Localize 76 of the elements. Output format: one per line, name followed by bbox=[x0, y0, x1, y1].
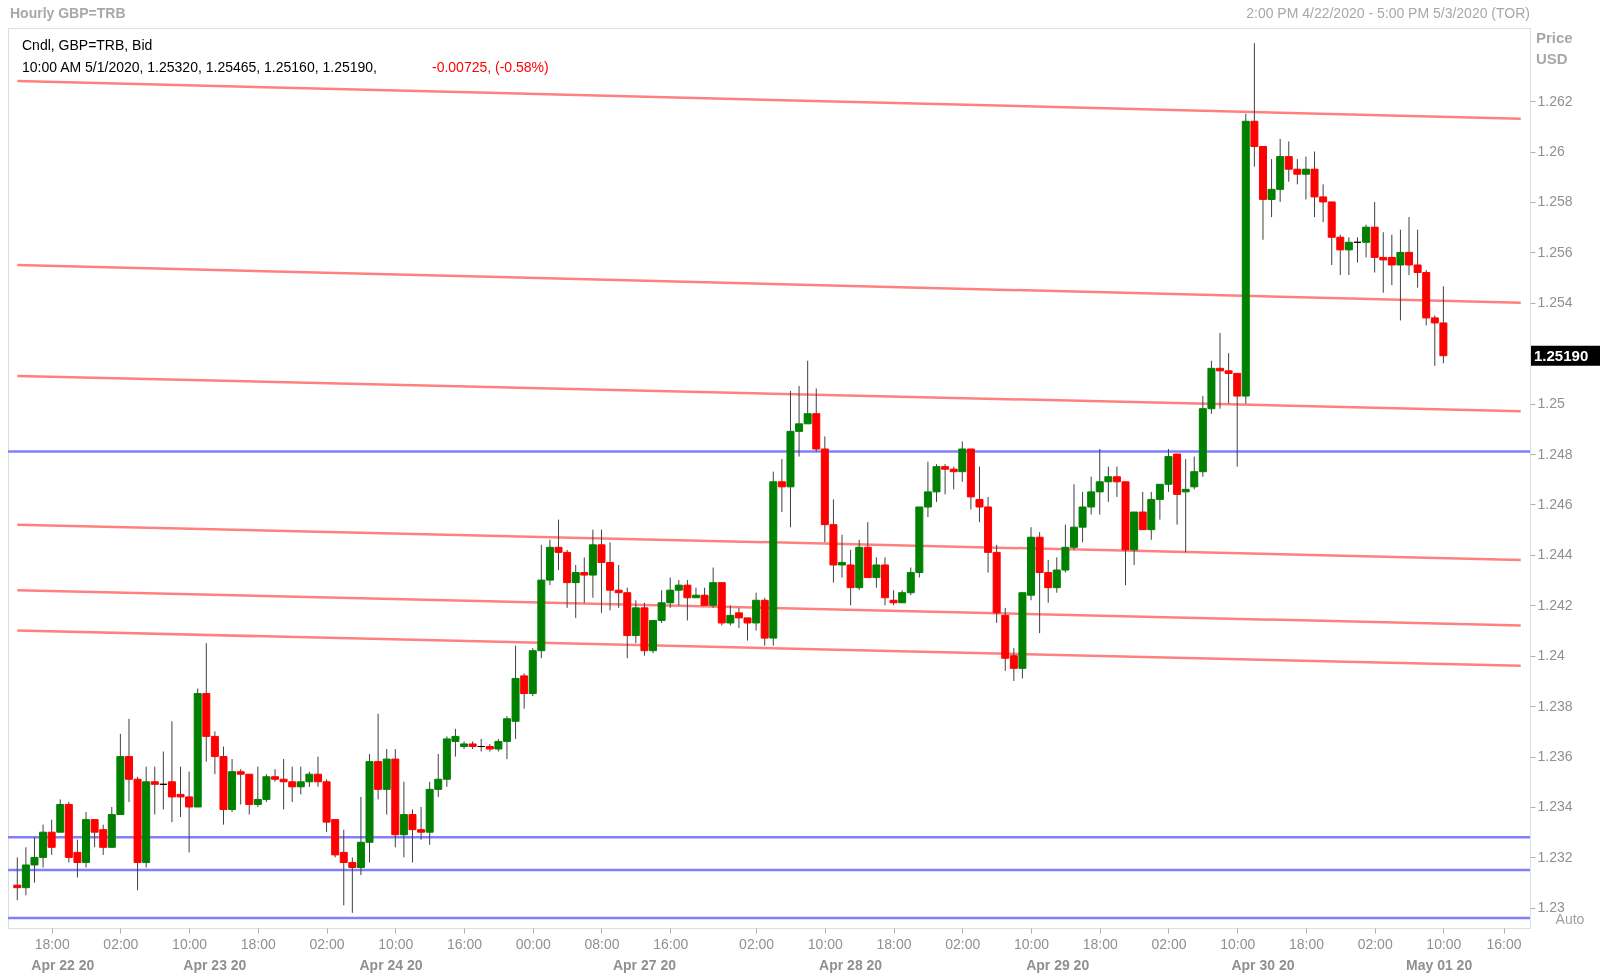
candlestick bbox=[1362, 224, 1371, 258]
x-tick-label: 10:00 bbox=[1426, 935, 1462, 952]
annotation: -0.00725, (-0.58%) bbox=[432, 59, 549, 75]
y-tick-label: 1.248 bbox=[1537, 445, 1573, 462]
candlestick bbox=[1138, 491, 1147, 531]
y-tick-label: 1.238 bbox=[1537, 697, 1573, 714]
text: 1.25190 bbox=[1534, 346, 1589, 364]
x-tick-label: 18:00 bbox=[876, 935, 912, 952]
candlestick bbox=[580, 556, 589, 604]
text: Apr 24 20 bbox=[359, 957, 423, 973]
candlestick bbox=[399, 781, 408, 858]
candlestick bbox=[571, 564, 580, 619]
x-tick-label: 16:00 bbox=[653, 935, 689, 952]
x-tick-label: 02:00 bbox=[1357, 935, 1393, 952]
x-tick-label: 00:00 bbox=[515, 935, 551, 952]
text: Apr 27 20 bbox=[612, 957, 677, 973]
candlestick bbox=[47, 819, 56, 856]
chart-subtitle: 2:00 PM 4/22/2020 - 5:00 PM 5/3/2020 (TOR) bbox=[1246, 5, 1530, 21]
candlestick bbox=[958, 440, 967, 483]
y-tick-label: 1.254 bbox=[1537, 294, 1573, 311]
x-tick-label: 02:00 bbox=[103, 935, 139, 952]
y-tick-label: 1.232 bbox=[1537, 848, 1573, 865]
candlestick bbox=[872, 556, 881, 589]
candlestick bbox=[460, 740, 469, 750]
x-tick-label: 18:00 bbox=[34, 935, 70, 952]
y-tick-label: 1.262 bbox=[1537, 92, 1573, 109]
text: Apr 22 20 bbox=[31, 957, 95, 973]
candlestick bbox=[1181, 458, 1190, 553]
y-tick-label: 1.24 bbox=[1537, 647, 1565, 664]
text: May 01 20 bbox=[1406, 957, 1473, 973]
candlestick bbox=[683, 579, 692, 621]
candlestick bbox=[520, 672, 529, 710]
annotation: Cndl, GBP=TRB, Bid bbox=[22, 37, 153, 53]
x-tick-label: 16:00 bbox=[447, 935, 483, 952]
y-tick-label: 1.256 bbox=[1537, 243, 1573, 260]
x-tick-label: 02:00 bbox=[739, 935, 775, 952]
x-tick-label: 02:00 bbox=[945, 935, 981, 952]
x-tick-label: 16:00 bbox=[1486, 935, 1522, 952]
candlestick bbox=[150, 766, 159, 816]
x-tick-label: 10:00 bbox=[807, 935, 844, 952]
y-axis-title: Price USD bbox=[1536, 29, 1573, 67]
annotation: 10:00 AM 5/1/2020, 1.25320, 1.25465, 1.25160, 1.25190, bbox=[22, 59, 377, 75]
text: Apr 28 20 bbox=[819, 957, 883, 973]
x-tick-label: 18:00 bbox=[1288, 935, 1325, 952]
x-tick-label: 08:00 bbox=[584, 935, 620, 952]
chart-title: Hourly GBP=TRB bbox=[10, 5, 126, 21]
y-tick-label: 1.246 bbox=[1537, 495, 1573, 512]
text: Auto bbox=[1555, 911, 1585, 927]
y-tick-label: 1.25 bbox=[1537, 395, 1565, 412]
x-tick-label: 02:00 bbox=[1151, 935, 1187, 952]
candlestick bbox=[1396, 229, 1405, 321]
y-tick-label: 1.236 bbox=[1537, 748, 1573, 765]
text: Apr 29 20 bbox=[1026, 957, 1090, 973]
x-tick-label: 10:00 bbox=[172, 935, 208, 952]
candlestick bbox=[752, 592, 761, 632]
y-tick-label: 1.242 bbox=[1537, 596, 1573, 613]
candlestick bbox=[846, 549, 855, 606]
candlestick bbox=[1344, 236, 1353, 276]
x-tick-label: 10:00 bbox=[1220, 935, 1256, 952]
x-tick-label: 10:00 bbox=[1014, 935, 1050, 952]
y-tick-label: 1.258 bbox=[1537, 193, 1573, 210]
y-tick-label: 1.26 bbox=[1537, 143, 1565, 160]
y-tick-label: 1.234 bbox=[1537, 798, 1573, 815]
candlestick bbox=[1301, 156, 1310, 200]
x-tick-label: 18:00 bbox=[1082, 935, 1118, 952]
text: Apr 23 20 bbox=[183, 957, 247, 973]
y-tick-label: 1.244 bbox=[1537, 546, 1573, 563]
candlestick bbox=[726, 604, 735, 626]
candlestick bbox=[838, 534, 847, 579]
candlestick bbox=[777, 458, 786, 513]
candlestick bbox=[709, 567, 718, 609]
candlestick bbox=[13, 856, 22, 901]
x-tick-label: 18:00 bbox=[240, 935, 277, 952]
x-tick-label: 02:00 bbox=[309, 935, 345, 952]
x-tick-label: 10:00 bbox=[378, 935, 414, 952]
text: Apr 30 20 bbox=[1231, 957, 1295, 973]
